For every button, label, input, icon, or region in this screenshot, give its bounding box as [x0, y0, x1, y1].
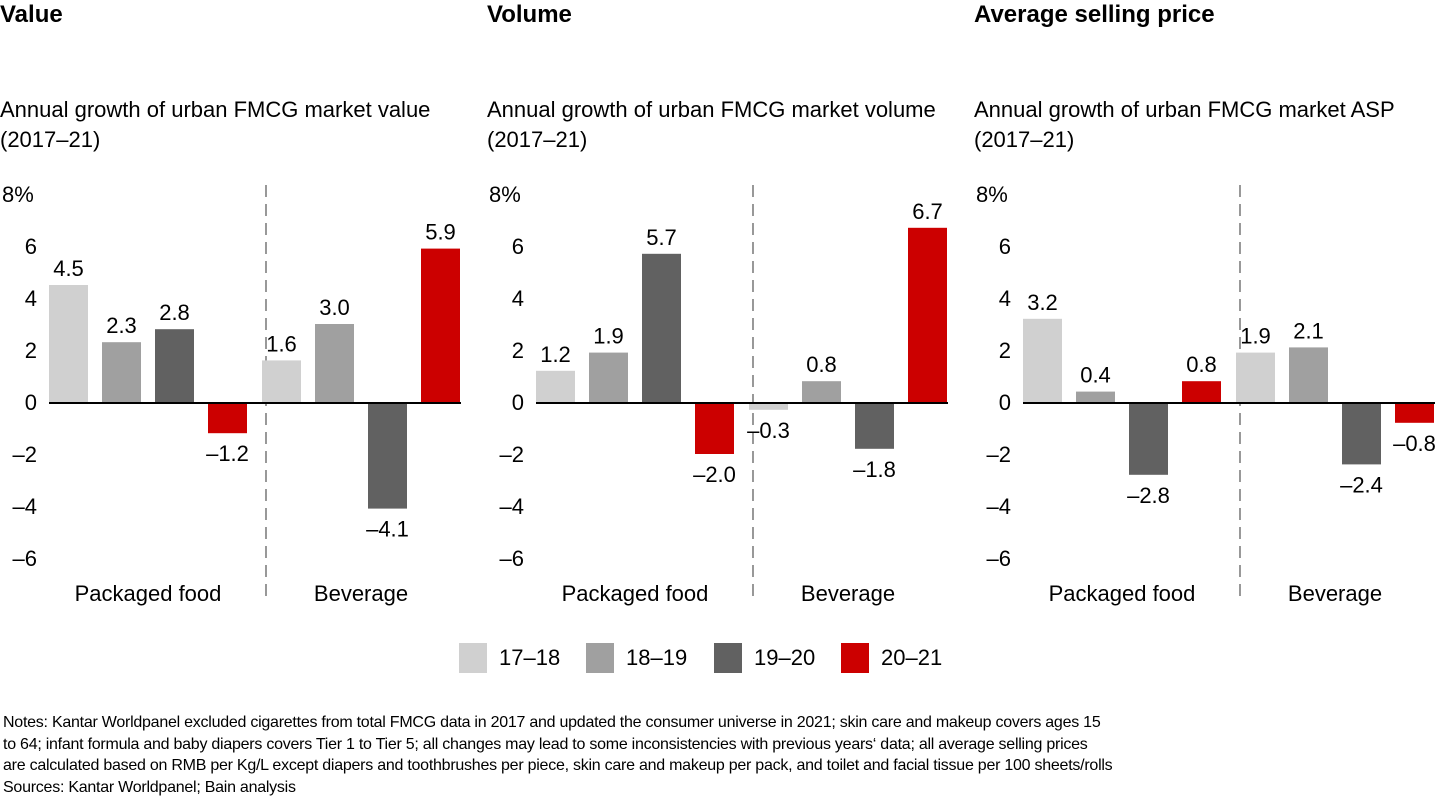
- data-label: 2.1: [1293, 318, 1324, 343]
- y-tick-label: 2: [512, 338, 524, 363]
- bar-charts: 8% 6 4 2 0 –2 –4 –6 4.5 2.3 2.8 –1.2 Packaged food 1.…: [2, 182, 1436, 606]
- y-tick-label: 4: [25, 286, 37, 311]
- category-label: Packaged food: [562, 581, 709, 606]
- data-label: 5.7: [646, 225, 677, 250]
- bar-asp-19-20-packaged-food: [1129, 402, 1168, 475]
- bar-value-18-19-beverage: [315, 324, 354, 402]
- bar-asp-18-19-beverage: [1289, 347, 1328, 402]
- legend-label-18-19: 18–19: [626, 645, 688, 670]
- notes-line: are calculated based on RMB per Kg/L exc…: [3, 757, 1113, 774]
- y-tick-label: 8%: [2, 182, 34, 207]
- y-tick-label: 4: [512, 286, 524, 311]
- bar-value-19-20-packaged-food: [155, 329, 194, 402]
- category-label: Beverage: [801, 581, 895, 606]
- bar-asp-17-18-packaged-food: [1023, 318, 1062, 402]
- bar-asp-20-21-packaged-food: [1182, 381, 1221, 402]
- bar-asp-18-19-packaged-food: [1076, 391, 1115, 402]
- bar-value-17-18-beverage: [262, 360, 301, 402]
- panel-subtitle-asp: Annual growth of urban FMCG market ASP (…: [974, 97, 1395, 152]
- y-tick-label: 0: [25, 390, 37, 415]
- data-label: 3.2: [1027, 290, 1058, 315]
- legend-swatch-20-21: [841, 643, 869, 673]
- bar-volume-18-19-beverage: [802, 381, 841, 402]
- sources-line: Sources: Kantar Worldpanel; Bain analysi…: [3, 778, 296, 796]
- data-label: 1.9: [593, 324, 624, 349]
- category-label: Packaged food: [1049, 581, 1196, 606]
- data-label: 2.3: [106, 313, 137, 338]
- bar-value-18-19-packaged-food: [102, 342, 141, 402]
- bar-volume-20-21-beverage: [908, 227, 947, 402]
- legend-swatch-18-19: [586, 643, 614, 673]
- data-label: 5.9: [425, 220, 456, 245]
- category-label: Beverage: [1288, 581, 1382, 606]
- y-tick-label: –4: [987, 494, 1011, 519]
- data-label: 0.8: [1186, 352, 1217, 377]
- data-label: –1.2: [206, 441, 249, 466]
- notes-line: Notes: Kantar Worldpanel excluded cigare…: [3, 714, 1101, 731]
- y-tick-label: –4: [500, 494, 524, 519]
- bar-value-17-18-packaged-food: [49, 285, 88, 402]
- y-tick-label: 6: [25, 234, 37, 259]
- y-tick-label: 8%: [976, 182, 1008, 207]
- data-label: –2.4: [1340, 472, 1383, 497]
- panel-subtitle-volume: Annual growth of urban FMCG market volum…: [487, 97, 936, 152]
- panel-title-volume: Volume: [487, 1, 572, 28]
- legend-label-19-20: 19–20: [754, 645, 816, 670]
- bar-volume-17-18-beverage: [749, 402, 788, 410]
- data-label: 3.0: [319, 295, 350, 320]
- data-label: 6.7: [912, 199, 943, 224]
- data-label: 1.9: [1240, 324, 1271, 349]
- bar-asp-19-20-beverage: [1342, 402, 1381, 465]
- notes-line: to 64; infant formula and baby diapers c…: [3, 735, 1088, 753]
- notes: Notes: Kantar Worldpanel excluded cigare…: [3, 712, 1440, 798]
- y-tick-label: –2: [987, 442, 1011, 467]
- data-label: 1.6: [266, 331, 297, 356]
- bar-asp-20-21-beverage: [1395, 402, 1434, 423]
- y-tick-label: 6: [512, 234, 524, 259]
- bar-volume-19-20-packaged-food: [642, 253, 681, 402]
- data-label: –0.8: [1393, 431, 1436, 456]
- data-label: –2.8: [1127, 483, 1170, 508]
- y-tick-label: 0: [999, 390, 1011, 415]
- panel-subtitle-value: Annual growth of urban FMCG market value…: [0, 97, 431, 152]
- bar-volume-19-20-beverage: [855, 402, 894, 449]
- data-label: 2.8: [159, 300, 190, 325]
- legend-label-17-18: 17–18: [499, 645, 561, 670]
- bar-volume-20-21-packaged-food: [695, 402, 734, 454]
- bar-volume-18-19-packaged-food: [589, 352, 628, 402]
- y-tick-label: –6: [987, 546, 1011, 571]
- y-tick-label: –2: [500, 442, 524, 467]
- data-label: –0.3: [747, 418, 790, 443]
- y-tick-label: 6: [999, 234, 1011, 259]
- data-label: 0.4: [1080, 363, 1111, 388]
- panel-title-asp: Average selling price: [974, 1, 1215, 28]
- y-tick-label: 8%: [489, 182, 521, 207]
- legend-label-20-21: 20–21: [881, 645, 943, 670]
- y-tick-label: 2: [25, 338, 37, 363]
- y-tick-label: –4: [13, 494, 37, 519]
- panel-title-value: Value: [0, 1, 63, 28]
- bar-value-20-21-beverage: [421, 248, 460, 402]
- bar-volume-17-18-packaged-food: [536, 370, 575, 402]
- data-label: –1.8: [853, 457, 896, 482]
- data-label: 1.2: [540, 342, 571, 367]
- data-label: –4.1: [366, 517, 409, 542]
- y-tick-label: –6: [500, 546, 524, 571]
- y-tick-label: 0: [512, 390, 524, 415]
- legend-swatch-17-18: [459, 643, 487, 673]
- data-label: 4.5: [53, 256, 84, 281]
- category-label: Packaged food: [75, 581, 222, 606]
- data-label: 0.8: [806, 352, 837, 377]
- bar-value-20-21-packaged-food: [208, 402, 247, 434]
- y-tick-label: –6: [13, 546, 37, 571]
- bar-value-19-20-beverage: [368, 402, 407, 509]
- data-label: –2.0: [693, 462, 736, 487]
- category-label: Beverage: [314, 581, 408, 606]
- bar-asp-17-18-beverage: [1236, 352, 1275, 402]
- y-tick-label: –2: [13, 442, 37, 467]
- legend-swatch-19-20: [714, 643, 742, 673]
- y-tick-label: 2: [999, 338, 1011, 363]
- y-tick-label: 4: [999, 286, 1011, 311]
